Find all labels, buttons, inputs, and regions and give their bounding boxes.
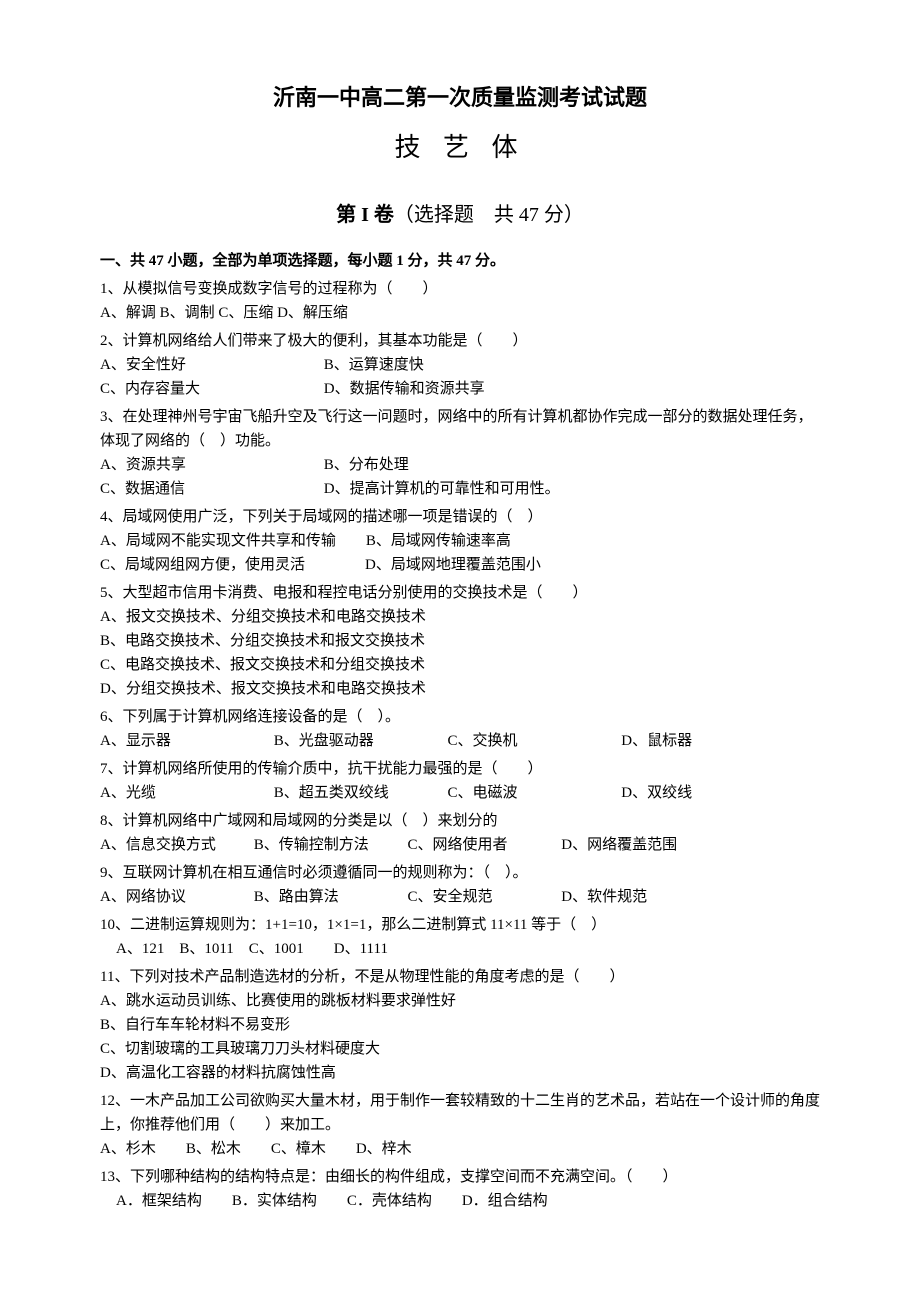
q6-opt-b: B、光盘驱动器 — [274, 729, 444, 753]
question-4: 4、局域网使用广泛，下列关于局域网的描述哪一项是错误的（ ） A、局域网不能实现… — [100, 505, 820, 577]
q2-opt-a: A、安全性好 — [100, 353, 320, 377]
question-11: 11、下列对技术产品制造选材的分析，不是从物理性能的角度考虑的是（ ） A、跳水… — [100, 965, 820, 1085]
q7-opt-c: C、电磁波 — [448, 781, 618, 805]
q11-opt-a: A、跳水运动员训练、比赛使用的跳板材料要求弹性好 — [100, 989, 820, 1013]
question-12: 12、一木产品加工公司欲购买大量木材，用于制作一套较精致的十二生肖的艺术品，若站… — [100, 1089, 820, 1161]
q7-opt-a: A、光缆 — [100, 781, 270, 805]
q12-stem: 12、一木产品加工公司欲购买大量木材，用于制作一套较精致的十二生肖的艺术品，若站… — [100, 1089, 820, 1137]
section-header: 第 I 卷（选择题 共 47 分） — [100, 199, 820, 231]
q1-options: A、解调 B、调制 C、压缩 D、解压缩 — [100, 301, 820, 325]
q9-opt-b: B、路由算法 — [254, 885, 404, 909]
q2-row2: C、内存容量大 D、数据传输和资源共享 — [100, 377, 820, 401]
q5-opt-b: B、电路交换技术、分组交换技术和报文交换技术 — [100, 629, 820, 653]
q5-stem: 5、大型超市信用卡消费、电报和程控电话分别使用的交换技术是（ ） — [100, 581, 820, 605]
q9-opt-c: C、安全规范 — [408, 885, 558, 909]
question-2: 2、计算机网络给人们带来了极大的便利，其基本功能是（ ） A、安全性好 B、运算… — [100, 329, 820, 401]
q8-opt-c: C、网络使用者 — [408, 833, 558, 857]
q8-opts: A、信息交换方式 B、传输控制方法 C、网络使用者 D、网络覆盖范围 — [100, 833, 820, 857]
q3-stem: 3、在处理神州号宇宙飞船升空及飞行这一问题时，网络中的所有计算机都协作完成一部分… — [100, 405, 820, 453]
q9-opt-a: A、网络协议 — [100, 885, 250, 909]
question-6: 6、下列属于计算机网络连接设备的是（ ）。 A、显示器 B、光盘驱动器 C、交换… — [100, 705, 820, 753]
q6-opt-a: A、显示器 — [100, 729, 270, 753]
q4-stem: 4、局域网使用广泛，下列关于局域网的描述哪一项是错误的（ ） — [100, 505, 820, 529]
q4-line1: A、局域网不能实现文件共享和传输 B、局域网传输速率高 — [100, 529, 820, 553]
q7-opts: A、光缆 B、超五类双绞线 C、电磁波 D、双绞线 — [100, 781, 820, 805]
q6-opt-c: C、交换机 — [448, 729, 618, 753]
q6-opts: A、显示器 B、光盘驱动器 C、交换机 D、鼠标器 — [100, 729, 820, 753]
q5-opt-d: D、分组交换技术、报文交换技术和电路交换技术 — [100, 677, 820, 701]
q8-opt-a: A、信息交换方式 — [100, 833, 250, 857]
q2-opt-d: D、数据传输和资源共享 — [324, 377, 544, 401]
q12-options: A、杉木 B、松木 C、樟木 D、梓木 — [100, 1137, 820, 1161]
q2-opt-c: C、内存容量大 — [100, 377, 320, 401]
q8-opt-b: B、传输控制方法 — [254, 833, 404, 857]
question-9: 9、互联网计算机在相互通信时必须遵循同一的规则称为：（ ）。 A、网络协议 B、… — [100, 861, 820, 909]
q3-row2: C、数据通信 D、提高计算机的可靠性和可用性。 — [100, 477, 820, 501]
q1-stem: 1、从模拟信号变换成数字信号的过程称为（ ） — [100, 277, 820, 301]
question-7: 7、计算机网络所使用的传输介质中，抗干扰能力最强的是（ ） A、光缆 B、超五类… — [100, 757, 820, 805]
q6-stem: 6、下列属于计算机网络连接设备的是（ ）。 — [100, 705, 820, 729]
q11-opt-d: D、高温化工容器的材料抗腐蚀性高 — [100, 1061, 820, 1085]
q7-opt-d: D、双绞线 — [621, 781, 791, 805]
q11-opt-b: B、自行车车轮材料不易变形 — [100, 1013, 820, 1037]
exam-title: 沂南一中高二第一次质量监测考试试题 — [100, 80, 820, 115]
q9-opts: A、网络协议 B、路由算法 C、安全规范 D、软件规范 — [100, 885, 820, 909]
q3-row1: A、资源共享 B、分布处理 — [100, 453, 820, 477]
q8-stem: 8、计算机网络中广域网和局域网的分类是以（ ）来划分的 — [100, 809, 820, 833]
q2-stem: 2、计算机网络给人们带来了极大的便利，其基本功能是（ ） — [100, 329, 820, 353]
section-label-rest: （选择题 共 47 分） — [394, 204, 584, 226]
question-5: 5、大型超市信用卡消费、电报和程控电话分别使用的交换技术是（ ） A、报文交换技… — [100, 581, 820, 701]
q2-row1: A、安全性好 B、运算速度快 — [100, 353, 820, 377]
q7-opt-b: B、超五类双绞线 — [274, 781, 444, 805]
q3-opt-d: D、提高计算机的可靠性和可用性。 — [324, 477, 560, 501]
question-3: 3、在处理神州号宇宙飞船升空及飞行这一问题时，网络中的所有计算机都协作完成一部分… — [100, 405, 820, 501]
q9-opt-d: D、软件规范 — [561, 885, 711, 909]
q2-opt-b: B、运算速度快 — [324, 353, 544, 377]
q9-stem: 9、互联网计算机在相互通信时必须遵循同一的规则称为：（ ）。 — [100, 861, 820, 885]
q6-opt-d: D、鼠标器 — [621, 729, 791, 753]
q8-opt-d: D、网络覆盖范围 — [561, 833, 711, 857]
q5-opt-a: A、报文交换技术、分组交换技术和电路交换技术 — [100, 605, 820, 629]
q3-opt-b: B、分布处理 — [324, 453, 544, 477]
section-instruction: 一、共 47 小题，全部为单项选择题，每小题 1 分，共 47 分。 — [100, 249, 820, 273]
q5-opt-c: C、电路交换技术、报文交换技术和分组交换技术 — [100, 653, 820, 677]
section-label-bold: 第 I 卷 — [336, 204, 394, 226]
question-8: 8、计算机网络中广域网和局域网的分类是以（ ）来划分的 A、信息交换方式 B、传… — [100, 809, 820, 857]
q11-stem: 11、下列对技术产品制造选材的分析，不是从物理性能的角度考虑的是（ ） — [100, 965, 820, 989]
question-10: 10、二进制运算规则为：1+1=10，1×1=1，那么二进制算式 11×11 等… — [100, 913, 820, 961]
q13-stem: 13、下列哪种结构的结构特点是：由细长的构件组成，支撑空间而不充满空间。（ ） — [100, 1165, 820, 1189]
q13-options: A．框架结构 B．实体结构 C．壳体结构 D．组合结构 — [100, 1189, 820, 1213]
q11-opt-c: C、切割玻璃的工具玻璃刀刀头材料硬度大 — [100, 1037, 820, 1061]
q3-opt-a: A、资源共享 — [100, 453, 320, 477]
question-13: 13、下列哪种结构的结构特点是：由细长的构件组成，支撑空间而不充满空间。（ ） … — [100, 1165, 820, 1213]
q7-stem: 7、计算机网络所使用的传输介质中，抗干扰能力最强的是（ ） — [100, 757, 820, 781]
q3-opt-c: C、数据通信 — [100, 477, 320, 501]
question-1: 1、从模拟信号变换成数字信号的过程称为（ ） A、解调 B、调制 C、压缩 D、… — [100, 277, 820, 325]
exam-subtitle: 技 艺 体 — [100, 127, 820, 169]
q4-line2: C、局域网组网方便，使用灵活 D、局域网地理覆盖范围小 — [100, 553, 820, 577]
q10-stem: 10、二进制运算规则为：1+1=10，1×1=1，那么二进制算式 11×11 等… — [100, 913, 820, 937]
q10-options: A、121 B、1011 C、1001 D、1111 — [100, 937, 820, 961]
